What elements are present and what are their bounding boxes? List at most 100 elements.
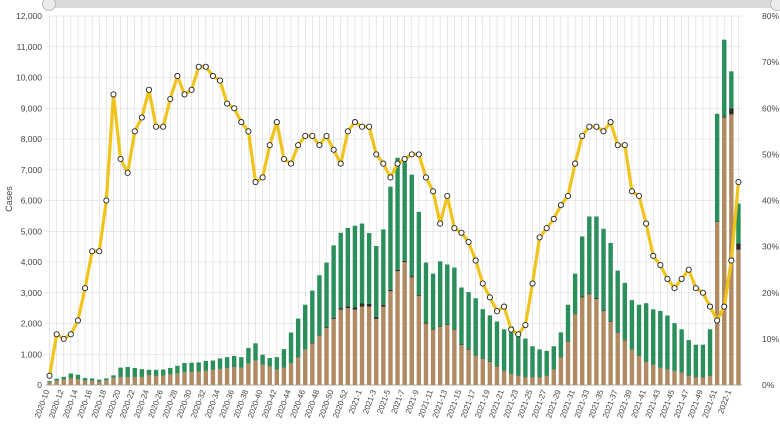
bar-green (694, 345, 698, 377)
bar-dark (395, 270, 399, 271)
line-point (82, 286, 87, 291)
bar-green (481, 309, 485, 358)
line-point (494, 309, 499, 314)
bar-brown (310, 343, 314, 385)
bar-brown (346, 308, 350, 385)
bar-green (47, 381, 51, 382)
bar-green (402, 161, 406, 261)
bar-brown (324, 328, 328, 385)
bar-green (324, 263, 328, 328)
bar-brown (701, 377, 705, 385)
bar-green (594, 216, 598, 297)
bar-dark (367, 304, 371, 307)
bar-green (438, 261, 442, 326)
bar-green (601, 229, 605, 310)
range-scrollbar[interactable] (48, 0, 778, 8)
bar-dark (736, 244, 740, 250)
bar-green (54, 379, 58, 381)
bar-brown (502, 371, 506, 385)
line-point (530, 281, 535, 286)
bar-green (466, 292, 470, 349)
bar-brown (708, 376, 712, 385)
bar-dark (573, 314, 577, 315)
y-tick-label: 4,000 (21, 257, 43, 267)
y-tick-label: 5,000 (21, 226, 43, 236)
line-point (175, 73, 180, 78)
line-point (551, 216, 556, 221)
bar-dark (388, 290, 392, 292)
bar-brown (253, 360, 257, 385)
bar-green (644, 303, 648, 361)
bar-green (175, 366, 179, 373)
bar-dark (729, 108, 733, 114)
bar-brown (374, 319, 378, 385)
y-tick-label: 12,000 (16, 11, 42, 21)
line-point (210, 73, 215, 78)
bar-green (189, 363, 193, 372)
bar-brown (431, 330, 435, 385)
bar-green (204, 361, 208, 371)
line-point (537, 235, 542, 240)
bar-green (566, 305, 570, 342)
bar-brown (211, 370, 215, 385)
line-point (232, 106, 237, 111)
bar-green (317, 275, 321, 335)
bar-green (83, 378, 87, 380)
bar-green (715, 114, 719, 222)
bar-brown (232, 367, 236, 385)
bar-brown (62, 379, 66, 385)
bar-green (388, 187, 392, 290)
bar-dark (353, 307, 357, 309)
bar-brown (196, 372, 200, 385)
line-point (225, 101, 230, 106)
line-point (132, 129, 137, 134)
y2-tick-label: 30% (762, 242, 779, 252)
line-point (90, 249, 95, 254)
bar-brown (672, 371, 676, 385)
line-point (487, 295, 492, 300)
bar-brown (658, 368, 662, 385)
bar-dark (445, 324, 449, 325)
bar-brown (537, 377, 541, 385)
bar-dark (438, 326, 442, 327)
bar-brown (239, 368, 243, 385)
bar-green (218, 358, 222, 368)
bar-brown (552, 370, 556, 385)
bar-green (211, 361, 215, 370)
bar-dark (331, 318, 335, 319)
range-end-handle[interactable] (770, 0, 780, 11)
bar-brown (630, 350, 634, 385)
bar-brown (275, 370, 279, 385)
bar-green (381, 229, 385, 304)
bar-brown (161, 376, 165, 385)
bar-green (360, 224, 364, 304)
bar-brown (69, 378, 73, 385)
bar-green (253, 343, 257, 360)
bar-green (701, 345, 705, 377)
line-point (196, 64, 201, 69)
bar-green (289, 333, 293, 364)
line-point (125, 170, 130, 175)
bar-green (346, 228, 350, 306)
bar-green (495, 322, 499, 367)
bar-dark (459, 344, 463, 345)
bar-brown (488, 362, 492, 385)
line-point (303, 133, 308, 138)
bar-green (310, 291, 314, 343)
bar-dark (580, 296, 584, 297)
line-point (580, 133, 585, 138)
line-point (409, 152, 414, 157)
line-point (693, 286, 698, 291)
line-point (707, 304, 712, 309)
bar-brown (473, 356, 477, 385)
bar-brown (104, 380, 108, 385)
bar-green (651, 309, 655, 364)
bar-dark (360, 304, 364, 307)
bar-brown (445, 325, 449, 385)
bar-dark (410, 276, 414, 277)
line-point (97, 249, 102, 254)
bar-brown (303, 350, 307, 385)
bar-green (147, 370, 151, 375)
bar-dark (608, 321, 612, 322)
bar-green (665, 316, 669, 370)
